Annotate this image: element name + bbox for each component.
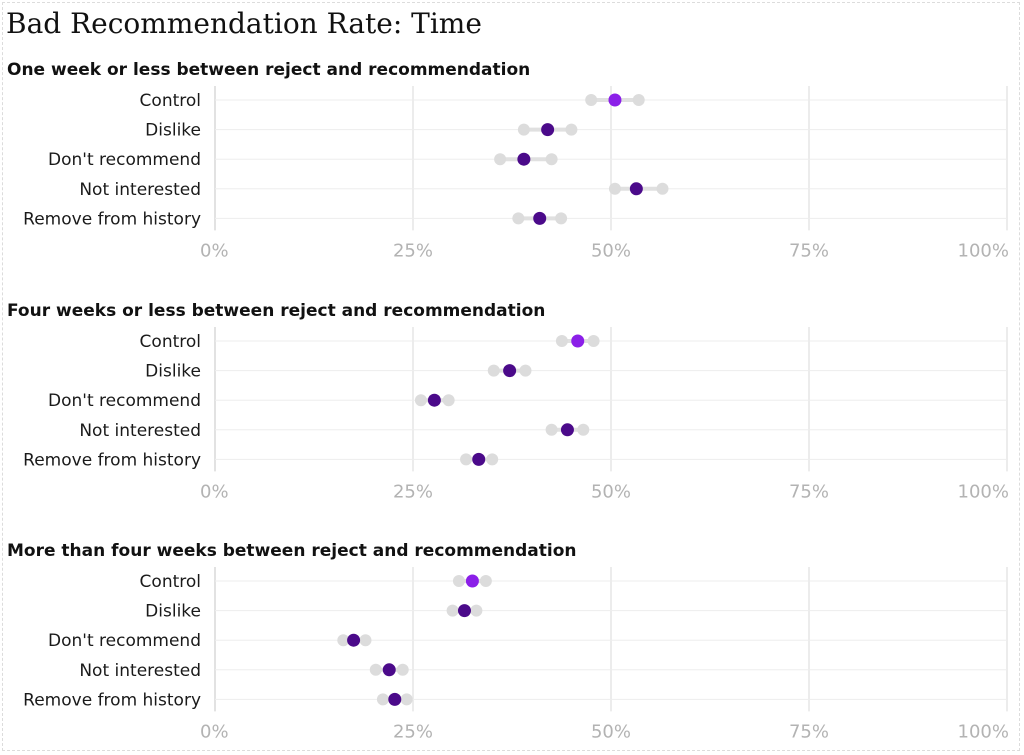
ci-high-mark xyxy=(656,182,669,195)
category-label: Don't recommend xyxy=(48,391,201,411)
data-point xyxy=(388,692,402,706)
category-label: Control xyxy=(140,91,201,111)
category-label: Remove from history xyxy=(23,209,201,229)
data-point xyxy=(503,364,517,378)
x-tick-label: 25% xyxy=(393,481,433,502)
panel-title: One week or less between reject and reco… xyxy=(7,60,530,80)
chart-title: Bad Recommendation Rate: Time xyxy=(6,7,482,40)
panel-title: More than four weeks between reject and … xyxy=(7,541,577,561)
category-label: Dislike xyxy=(145,362,201,382)
category-label: Remove from history xyxy=(23,450,201,470)
ci-low-mark xyxy=(414,394,427,407)
data-point xyxy=(560,423,574,437)
ci-high-mark xyxy=(555,212,568,225)
x-tick-label: 50% xyxy=(591,240,631,261)
data-point xyxy=(629,182,643,196)
ci-high-mark xyxy=(442,394,455,407)
ci-low-mark xyxy=(545,423,558,436)
panel-title: Four weeks or less between reject and re… xyxy=(7,301,545,321)
ci-high-mark xyxy=(486,453,499,466)
category-label: Dislike xyxy=(145,602,201,622)
x-tick-label: 75% xyxy=(789,721,829,742)
ci-high-mark xyxy=(396,663,409,676)
data-point xyxy=(427,393,441,407)
x-tick-label: 50% xyxy=(591,481,631,502)
category-label: Not interested xyxy=(79,180,201,200)
ci-low-mark xyxy=(369,663,382,676)
data-point xyxy=(541,123,555,137)
ci-low-mark xyxy=(446,604,459,617)
ci-high-mark xyxy=(479,575,492,587)
data-point xyxy=(382,663,396,677)
data-point xyxy=(571,334,585,348)
data-point xyxy=(517,152,531,166)
x-tick-label: 100% xyxy=(958,240,1009,261)
ci-low-mark xyxy=(487,364,500,377)
ci-low-mark xyxy=(460,453,473,466)
ci-high-mark xyxy=(400,693,413,706)
x-tick-label: 75% xyxy=(789,481,829,502)
ci-high-mark xyxy=(470,604,483,617)
ci-low-mark xyxy=(452,575,465,587)
category-label: Not interested xyxy=(79,421,201,441)
x-tick-label: 0% xyxy=(200,481,229,502)
x-tick-label: 50% xyxy=(591,721,631,742)
x-tick-label: 0% xyxy=(200,721,229,742)
data-point xyxy=(465,574,479,588)
x-tick-label: 25% xyxy=(393,721,433,742)
data-point xyxy=(533,211,547,225)
ci-high-mark xyxy=(565,123,578,136)
x-tick-label: 0% xyxy=(200,240,229,261)
ci-high-mark xyxy=(519,364,532,377)
ci-high-mark xyxy=(577,423,590,436)
data-point xyxy=(608,93,622,107)
data-point xyxy=(472,452,486,466)
category-label: Don't recommend xyxy=(48,150,201,170)
x-tick-label: 25% xyxy=(393,240,433,261)
data-point xyxy=(457,604,471,618)
ci-low-mark xyxy=(517,123,530,136)
ci-low-mark xyxy=(512,212,525,225)
ci-high-mark xyxy=(587,335,600,347)
x-tick-label: 100% xyxy=(958,481,1009,502)
ci-low-mark xyxy=(608,182,621,195)
ci-high-mark xyxy=(359,634,372,647)
ci-high-mark xyxy=(545,153,558,166)
ci-low-mark xyxy=(376,693,389,706)
ci-low-mark xyxy=(555,335,568,347)
ci-low-mark xyxy=(585,94,598,106)
x-tick-label: 75% xyxy=(789,240,829,261)
category-label: Not interested xyxy=(79,661,201,681)
x-tick-label: 100% xyxy=(958,721,1009,742)
category-label: Remove from history xyxy=(23,690,201,710)
ci-high-mark xyxy=(632,94,645,106)
data-point xyxy=(347,633,361,647)
category-label: Don't recommend xyxy=(48,631,201,651)
category-label: Dislike xyxy=(145,121,201,141)
ci-low-mark xyxy=(494,153,507,166)
category-label: Control xyxy=(140,572,201,592)
category-label: Control xyxy=(140,332,201,352)
ci-low-mark xyxy=(337,634,350,647)
